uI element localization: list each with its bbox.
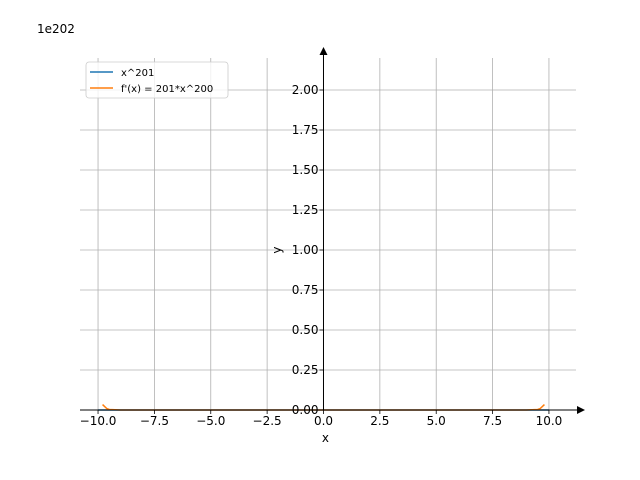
y-tick-label-4: 1.00 bbox=[292, 243, 319, 257]
y-tick-label-3: 0.75 bbox=[292, 283, 319, 297]
grid bbox=[80, 58, 576, 411]
y-tick-label-6: 1.50 bbox=[292, 163, 319, 177]
legend: x^201 f'(x) = 201*x^200 bbox=[85, 61, 229, 99]
y-axis-arrow bbox=[319, 47, 328, 55]
x-tick-label-1: −7.5 bbox=[140, 414, 169, 428]
y-tick-label-5: 1.25 bbox=[292, 203, 319, 217]
y-offset-text: 1e202 bbox=[37, 22, 75, 36]
y-tick-label-0: 0.00 bbox=[292, 403, 319, 417]
x-axis-label: x bbox=[322, 431, 329, 445]
x-axis-arrow bbox=[577, 406, 585, 414]
y-tick-label-8: 2.00 bbox=[292, 83, 319, 97]
x-tick-label-4: 0.0 bbox=[314, 414, 333, 428]
x-tick-label-0: −10.0 bbox=[80, 414, 117, 428]
y-tick-label-7: 1.75 bbox=[292, 123, 319, 137]
legend-label-0: x^201 bbox=[121, 68, 154, 79]
x-tick-label-7: 7.5 bbox=[483, 414, 502, 428]
x-tick-label-2: −5.0 bbox=[196, 414, 225, 428]
y-axis-label: y bbox=[270, 246, 284, 253]
ticks: −10.0 −7.5 −5.0 −2.5 0.0 2.5 5.0 7.5 10.0 0.00 0.2… bbox=[80, 83, 563, 428]
y-tick-label-2: 0.50 bbox=[292, 323, 319, 337]
legend-label-1: f'(x) = 201*x^200 bbox=[121, 84, 213, 95]
x-tick-label-8: 10.0 bbox=[536, 414, 563, 428]
axes bbox=[80, 47, 585, 414]
x-tick-label-5: 2.5 bbox=[370, 414, 389, 428]
legend-box bbox=[85, 61, 229, 99]
x-tick-label-3: −2.5 bbox=[253, 414, 282, 428]
y-tick-label-1: 0.25 bbox=[292, 363, 319, 377]
x-tick-label-6: 5.0 bbox=[427, 414, 446, 428]
